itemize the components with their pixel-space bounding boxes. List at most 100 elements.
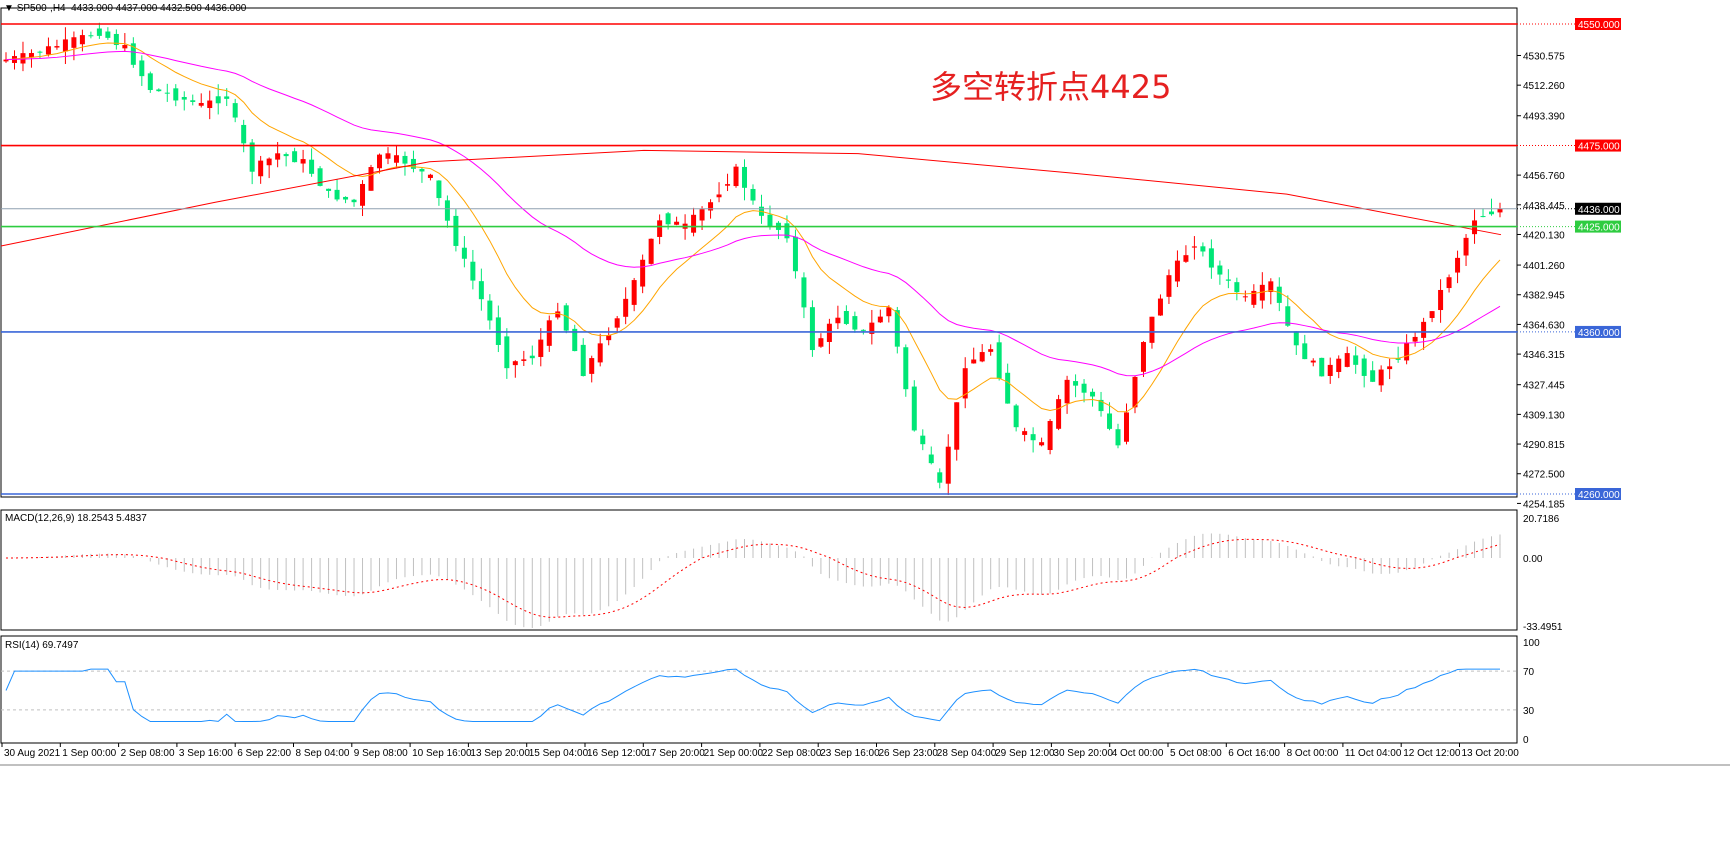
bull-candle <box>979 352 985 362</box>
bear-candle <box>37 51 43 53</box>
bear-candle <box>1489 211 1495 215</box>
bear-candle <box>894 310 900 347</box>
bull-candle <box>62 39 68 52</box>
bull-candle <box>1327 364 1333 376</box>
bear-candle <box>1073 381 1079 386</box>
bull-candle <box>606 335 612 341</box>
bear-candle <box>920 435 926 445</box>
x-tick-label: 12 Oct 12:00 <box>1403 748 1461 759</box>
y-tick-label: 4309.130 <box>1523 410 1565 421</box>
bull-candle <box>1039 442 1045 446</box>
bull-candle <box>1056 399 1062 429</box>
y-tick-label: 4290.815 <box>1523 440 1565 451</box>
bear-candle <box>1302 343 1308 360</box>
y-tick-label: 4512.260 <box>1523 81 1565 92</box>
bull-candle <box>45 46 51 55</box>
bull-candle <box>733 166 739 187</box>
bull-candle <box>1438 289 1444 311</box>
bull-candle <box>385 153 391 159</box>
bear-candle <box>860 329 866 331</box>
macd-y-label: 20.7186 <box>1523 514 1560 525</box>
bull-candle <box>1251 290 1257 305</box>
y-tick-label: 4420.130 <box>1523 230 1565 241</box>
x-tick-label: 30 Aug 2021 <box>4 748 61 759</box>
bull-candle <box>1463 237 1469 256</box>
x-tick-label: 9 Sep 08:00 <box>354 748 408 759</box>
bear-candle <box>572 328 578 352</box>
bull-candle <box>1242 296 1248 298</box>
bear-candle <box>419 168 425 172</box>
bull-candle <box>1336 358 1342 372</box>
bear-candle <box>504 336 510 369</box>
bear-candle <box>283 154 289 157</box>
rsi-y-label: 100 <box>1523 638 1540 649</box>
bear-candle <box>410 158 416 169</box>
price-level-label: 4360.000 <box>1578 328 1620 339</box>
bear-candle <box>1480 216 1486 218</box>
rsi-y-label: 0 <box>1523 735 1529 746</box>
bear-candle <box>105 31 111 38</box>
bull-candle <box>122 45 128 49</box>
bull-candle <box>1412 336 1418 342</box>
bear-candle <box>156 89 162 92</box>
bear-candle <box>139 60 145 77</box>
bear-candle <box>478 281 484 300</box>
bull-candle <box>1132 376 1138 408</box>
macd-y-label: 0.00 <box>1523 554 1543 565</box>
rsi-line <box>5 668 1500 723</box>
bull-candle <box>393 155 399 163</box>
ma-mid-line <box>5 50 1501 377</box>
x-tick-label: 23 Sep 16:00 <box>820 748 880 759</box>
bull-candle <box>623 298 629 317</box>
rsi-y-label: 30 <box>1523 706 1535 717</box>
price-level-label: 4475.000 <box>1578 142 1620 153</box>
x-tick-label: 8 Oct 00:00 <box>1287 748 1339 759</box>
x-tick-label: 17 Sep 20:00 <box>645 748 705 759</box>
x-tick-label: 15 Sep 04:00 <box>529 748 589 759</box>
bull-candle <box>725 184 731 186</box>
bull-candle <box>826 323 832 342</box>
bear-candle <box>563 305 569 331</box>
bull-candle <box>869 322 875 334</box>
bear-candle <box>470 261 476 281</box>
bull-candle <box>1455 257 1461 273</box>
x-tick-label: 16 Sep 12:00 <box>587 748 647 759</box>
bear-candle <box>444 200 450 221</box>
bear-candle <box>343 196 349 200</box>
bear-candle <box>1115 429 1121 446</box>
bull-candle <box>988 349 994 352</box>
bull-candle <box>954 402 960 450</box>
main-panel <box>0 7 1518 498</box>
bull-candle <box>1047 420 1053 450</box>
bear-candle <box>1353 355 1359 365</box>
price-level-badge <box>1575 220 1621 233</box>
bear-candle <box>1005 372 1011 404</box>
bear-candle <box>1293 331 1299 346</box>
bull-candle <box>1344 353 1350 367</box>
bull-candle <box>631 280 637 305</box>
bear-candle <box>1225 279 1231 281</box>
price-level-label: 4436.000 <box>1578 205 1620 216</box>
bull-candle <box>835 317 841 324</box>
x-tick-label: 13 Oct 20:00 <box>1462 748 1520 759</box>
bear-candle <box>1370 370 1376 382</box>
bull-candle <box>1140 342 1146 372</box>
bull-candle <box>79 35 85 45</box>
x-tick-label: 21 Sep 00:00 <box>704 748 764 759</box>
bear-candle <box>113 33 119 46</box>
bull-candle <box>207 100 213 109</box>
bear-candle <box>436 180 442 199</box>
bull-candle <box>360 183 366 206</box>
bull-candle <box>589 358 595 374</box>
bull-candle <box>877 316 883 323</box>
bear-candle <box>843 311 849 324</box>
x-tick-label: 6 Oct 16:00 <box>1228 748 1280 759</box>
bull-candle <box>1174 260 1180 282</box>
bear-candle <box>351 199 357 203</box>
bear-candle <box>241 124 247 144</box>
bull-candle <box>716 194 722 198</box>
bull-candle <box>521 359 527 361</box>
bull-candle <box>614 318 620 328</box>
